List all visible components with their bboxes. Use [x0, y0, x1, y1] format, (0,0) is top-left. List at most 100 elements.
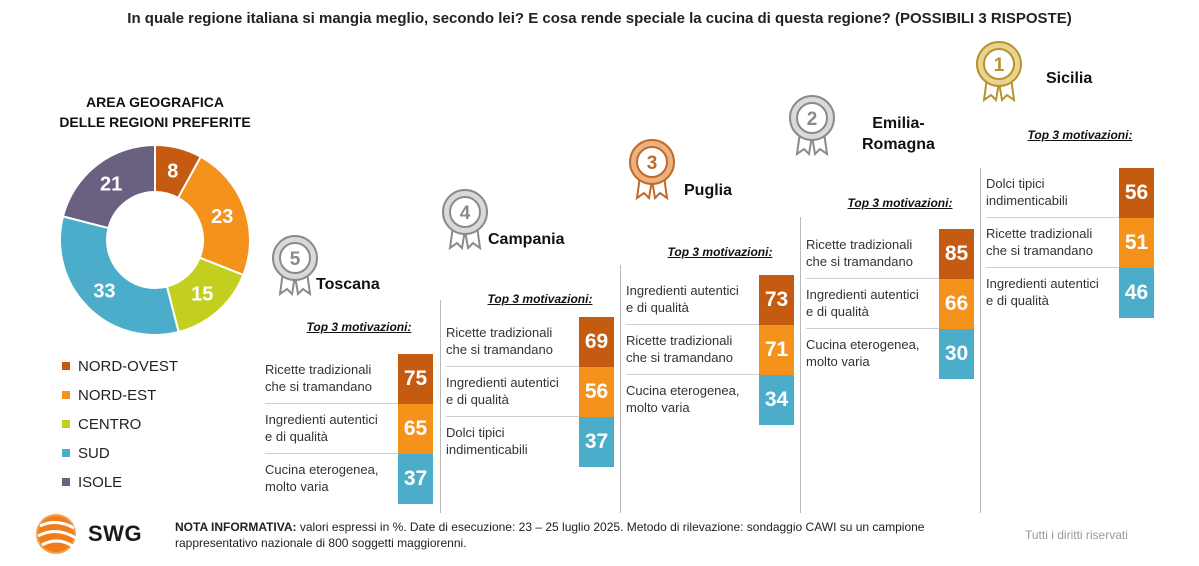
rights-text: Tutti i diritti riservati	[1025, 528, 1128, 542]
reason-label: Ingredienti autentici e di qualità	[265, 412, 378, 444]
legend-swatch	[62, 420, 70, 428]
reason-row: Ricette tradizionali che si tramandano	[986, 218, 1119, 268]
reason-row: Ingredienti autentici e di qualità	[265, 404, 398, 454]
reason-row: Cucina eterogenea, molto varia	[265, 454, 398, 504]
reason-label: Cucina eterogenea, molto varia	[626, 383, 740, 415]
reason-label: Ricette tradizionali che si tramandano	[806, 237, 913, 269]
reason-row: Ingredienti autentici e di qualità	[806, 279, 939, 329]
region-name-toscana: Toscana	[316, 276, 380, 293]
reason-row: Cucina eterogenea, molto varia	[626, 375, 759, 425]
rank-medal-icon: 1	[976, 41, 1022, 102]
reason-label: Ingredienti autentici e di qualità	[806, 287, 919, 319]
row-divider	[626, 374, 759, 375]
rank-number: 1	[994, 55, 1005, 76]
row-divider	[806, 278, 939, 279]
value-box: 56	[1119, 168, 1154, 218]
value-box: 65	[398, 404, 433, 454]
legend-label: SUD	[78, 444, 110, 462]
value-box: 37	[579, 417, 614, 467]
panel-divider	[440, 300, 441, 513]
rank-medal-icon: 3	[629, 139, 675, 200]
legend-swatch	[62, 391, 70, 399]
reason-row: Ingredienti autentici e di qualità	[626, 275, 759, 325]
region-name-puglia: Puglia	[684, 182, 733, 199]
reason-row: Cucina eterogenea, molto varia	[806, 329, 939, 379]
donut-chart: 8 23 15 33 21	[59, 143, 251, 336]
legend-label: NORD-OVEST	[78, 357, 179, 375]
reason-label: Ingredienti autentici e di qualità	[626, 283, 739, 315]
panel-divider	[620, 265, 621, 513]
rank-medal-icon: 2	[789, 95, 835, 156]
region-name-campania: Campania	[488, 231, 565, 248]
row-divider	[986, 267, 1119, 268]
row-divider	[446, 366, 579, 367]
donut-title-line-1: AREA GEOGRAFICA	[86, 94, 224, 110]
donut-title: AREA GEOGRAFICA DELLE REGIONI PREFERITE	[55, 92, 255, 132]
footer-note: NOTA INFORMATIVA: valori espressi in %. …	[175, 519, 955, 551]
region-name-sicilia: Sicilia	[1046, 70, 1093, 87]
rank-number: 2	[807, 109, 818, 130]
reason-row: Dolci tipici indimenticabili	[446, 417, 579, 467]
value-box: 66	[939, 279, 974, 329]
top3-heading: Top 3 motivazioni:	[1027, 128, 1133, 142]
panel-divider	[800, 217, 801, 513]
donut-slice-isole	[61, 143, 156, 230]
legend-item-centro: CENTRO	[62, 414, 141, 434]
legend-label: NORD-EST	[78, 386, 157, 404]
reason-label: Ricette tradizionali che si tramandano	[626, 333, 733, 365]
reason-label: Ingredienti autentici e di qualità	[986, 276, 1099, 308]
row-divider	[446, 416, 579, 417]
value-box: 56	[579, 367, 614, 417]
reason-label: Cucina eterogenea, molto varia	[806, 337, 920, 369]
value-box: 51	[1119, 218, 1154, 268]
row-divider	[265, 453, 398, 454]
reason-label: Ingredienti autentici e di qualità	[446, 375, 559, 407]
region-name-emiliaromagna: Emilia- Romagna	[862, 115, 935, 153]
note-label: NOTA INFORMATIVA:	[175, 520, 297, 534]
value-box: 34	[759, 375, 794, 425]
reason-label: Ricette tradizionali che si tramandano	[265, 362, 372, 394]
swg-logo-icon	[36, 514, 77, 554]
legend-swatch	[62, 478, 70, 486]
reason-row: Dolci tipici indimenticabili	[986, 168, 1119, 218]
value-box: 30	[939, 329, 974, 379]
donut-title-line-2: DELLE REGIONI PREFERITE	[59, 114, 251, 130]
legend-label: ISOLE	[78, 473, 123, 491]
value-box: 46	[1119, 268, 1154, 318]
rank-medal-icon: 4	[442, 189, 488, 250]
legend-item-nord-est: NORD-EST	[62, 385, 156, 405]
value-box: 73	[759, 275, 794, 325]
value-box: 85	[939, 229, 974, 279]
reason-row: Ricette tradizionali che si tramandano	[446, 317, 579, 367]
donut-slice-sud	[59, 215, 180, 336]
swg-logo-text: SWG	[88, 521, 143, 546]
donut-label-isole: 21	[100, 174, 122, 196]
legend-swatch	[62, 449, 70, 457]
value-box: 75	[398, 354, 433, 404]
donut-label-nord-est: 23	[211, 206, 233, 228]
top3-heading: Top 3 motivazioni:	[847, 196, 953, 210]
rank-number: 4	[460, 203, 471, 224]
rank-number: 3	[647, 153, 658, 174]
reason-label: Ricette tradizionali che si tramandano	[986, 226, 1093, 258]
value-box: 37	[398, 454, 433, 504]
reason-label: Dolci tipici indimenticabili	[446, 425, 528, 457]
donut-label-nord-ovest: 8	[167, 161, 178, 183]
donut-label-sud: 33	[93, 281, 115, 303]
legend-item-nord-ovest: NORD-OVEST	[62, 356, 178, 376]
value-box: 69	[579, 317, 614, 367]
reason-label: Ricette tradizionali che si tramandano	[446, 325, 553, 357]
donut-label-centro: 15	[191, 284, 213, 306]
legend-item-isole: ISOLE	[62, 472, 122, 492]
top3-heading: Top 3 motivazioni:	[667, 245, 773, 259]
legend-item-sud: SUD	[62, 443, 110, 463]
reason-label: Cucina eterogenea, molto varia	[265, 462, 379, 494]
legend-label: CENTRO	[78, 415, 142, 433]
panel-divider	[980, 168, 981, 513]
reason-row: Ingredienti autentici e di qualità	[446, 367, 579, 417]
row-divider	[265, 403, 398, 404]
reason-label: Dolci tipici indimenticabili	[986, 176, 1068, 208]
reason-row: Ingredienti autentici e di qualità	[986, 268, 1119, 318]
value-box: 71	[759, 325, 794, 375]
rank-number: 5	[290, 249, 301, 270]
